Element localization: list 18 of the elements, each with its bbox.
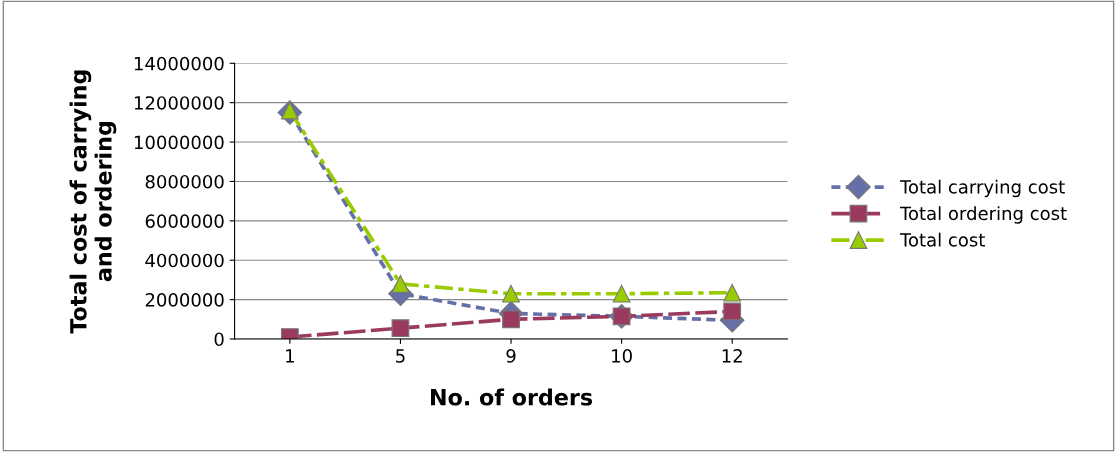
x-tick-label: 5 [396, 349, 405, 363]
y-axis-title: Total cost of carrying and ordering [69, 70, 117, 334]
y-tick-label: 6000000 [145, 214, 224, 228]
y-tick-label: 12000000 [134, 96, 224, 110]
legend-label: Total ordering cost [899, 206, 1067, 224]
legend-label: Total carrying cost [899, 179, 1065, 198]
y-tick-label: 2000000 [145, 293, 224, 307]
x-tick-label: 10 [612, 349, 632, 363]
y-tick-label: 8000000 [145, 174, 224, 189]
x-tick-label: 12 [722, 349, 742, 363]
y-tick-label: 10000000 [134, 135, 224, 150]
x-tick-label: 1 [286, 349, 294, 363]
legend-label: Total cost [899, 232, 985, 247]
x-tick-label: 9 [506, 349, 516, 363]
x-axis-title: No. of orders [431, 388, 593, 406]
y-tick-label: 0 [214, 332, 224, 347]
y-tick-label: 14000000 [134, 56, 224, 71]
y-tick-label: 4000000 [145, 253, 224, 268]
